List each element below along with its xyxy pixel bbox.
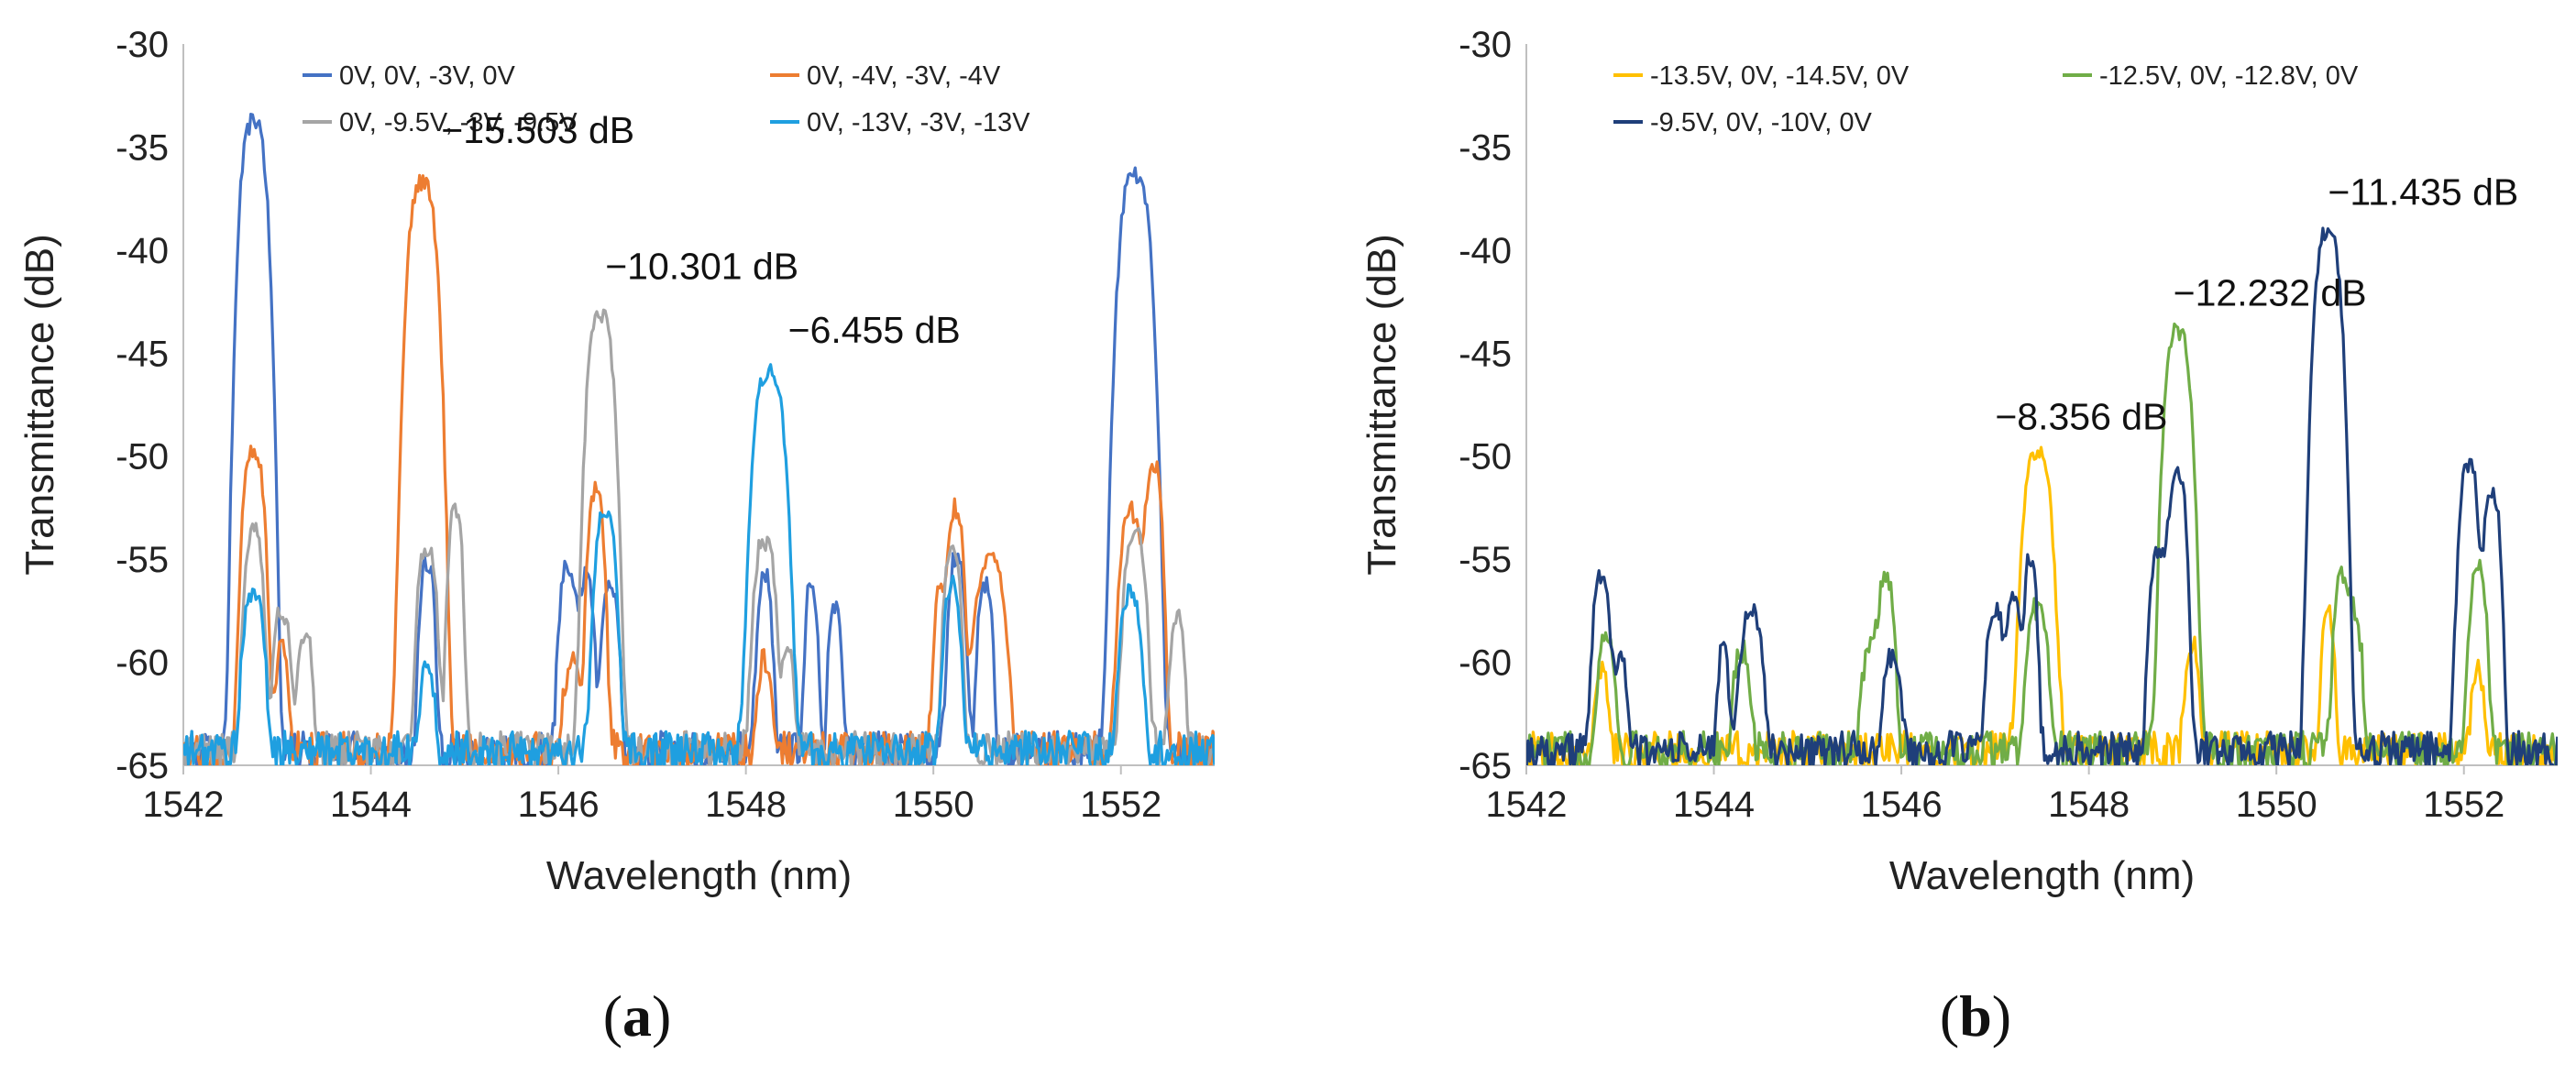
y-tick-label: -65 — [116, 746, 169, 786]
peak-annotation-2: −10.301 dB — [605, 245, 798, 287]
legend-label: 0V, 0V, -3V, 0V — [339, 61, 516, 91]
y-tick-label: -60 — [1459, 643, 1512, 684]
panel-label-a: (a) — [602, 983, 672, 1049]
y-tick-label: -45 — [1459, 334, 1512, 374]
x-tick-label: 1542 — [143, 785, 225, 825]
legend-label: 0V, -4V, -3V, -4V — [807, 61, 1001, 91]
legend-label: -12.5V, 0V, -12.8V, 0V — [2099, 61, 2359, 91]
legend-entry-3: -9.5V, 0V, -10V, 0V — [1613, 108, 1873, 137]
series-line-1 — [183, 113, 1215, 765]
x-tick-label: 1548 — [2048, 785, 2130, 825]
peak-annotation-3: −6.455 dB — [788, 309, 961, 351]
x-tick-label: 1546 — [1861, 785, 1943, 825]
series-line-4 — [183, 363, 1215, 765]
x-tick-label: 1544 — [330, 785, 412, 825]
x-axis-label: Wavelength (nm) — [1889, 853, 2195, 898]
y-tick-label: -55 — [1459, 540, 1512, 580]
x-tick-label: 1546 — [518, 785, 600, 825]
x-tick-label: 1548 — [705, 785, 787, 825]
x-tick-label: 1550 — [893, 785, 974, 825]
series-line-3 — [1526, 226, 2558, 765]
y-tick-label: -45 — [116, 334, 169, 374]
y-axis-label: Transmittance (dB) — [17, 234, 62, 575]
series-line-3 — [183, 308, 1215, 765]
peak-annotation-2: −12.232 dB — [2174, 272, 2367, 314]
panel-label-b: (b) — [1939, 983, 2012, 1049]
legend-entry-2: -12.5V, 0V, -12.8V, 0V — [2063, 61, 2359, 91]
y-tick-label: -50 — [1459, 437, 1512, 478]
y-tick-label: -40 — [116, 231, 169, 271]
x-tick-label: 1550 — [2236, 785, 2317, 825]
y-tick-label: -55 — [116, 540, 169, 580]
legend-label: -13.5V, 0V, -14.5V, 0V — [1650, 61, 1910, 91]
peak-annotation-1: −15.503 dB — [441, 109, 634, 151]
legend-entry-4: 0V, -13V, -3V, -13V — [770, 108, 1030, 137]
legend-label: 0V, -13V, -3V, -13V — [807, 108, 1030, 137]
legend-label: -9.5V, 0V, -10V, 0V — [1650, 108, 1873, 137]
y-tick-label: -35 — [1459, 127, 1512, 168]
x-tick-label: 1552 — [2423, 785, 2504, 825]
y-tick-label: -65 — [1459, 746, 1512, 786]
y-tick-label: -60 — [116, 643, 169, 684]
legend-entry-2: 0V, -4V, -3V, -4V — [770, 61, 1001, 91]
y-axis-label: Transmittance (dB) — [1360, 234, 1404, 575]
y-tick-label: -30 — [116, 25, 169, 65]
legend-entry-3: 0V, -9.5V, -3V, -9.5V — [303, 108, 578, 137]
y-tick-label: -30 — [1459, 25, 1512, 65]
y-tick-label: -50 — [116, 437, 169, 478]
legend-entry-1: -13.5V, 0V, -14.5V, 0V — [1613, 61, 1910, 91]
x-tick-label: 1544 — [1673, 785, 1755, 825]
y-tick-label: -40 — [1459, 231, 1512, 271]
legend-entry-1: 0V, 0V, -3V, 0V — [303, 61, 516, 91]
y-tick-label: -35 — [116, 127, 169, 168]
series-line-2 — [1526, 322, 2558, 765]
x-tick-label: 1542 — [1486, 785, 1568, 825]
x-tick-label: 1552 — [1080, 785, 1161, 825]
x-axis-label: Wavelength (nm) — [546, 853, 852, 898]
legend-label: 0V, -9.5V, -3V, -9.5V — [339, 108, 578, 137]
peak-annotation-3: −11.435 dB — [2328, 170, 2518, 213]
peak-annotation-1: −8.356 dB — [1995, 395, 2167, 437]
